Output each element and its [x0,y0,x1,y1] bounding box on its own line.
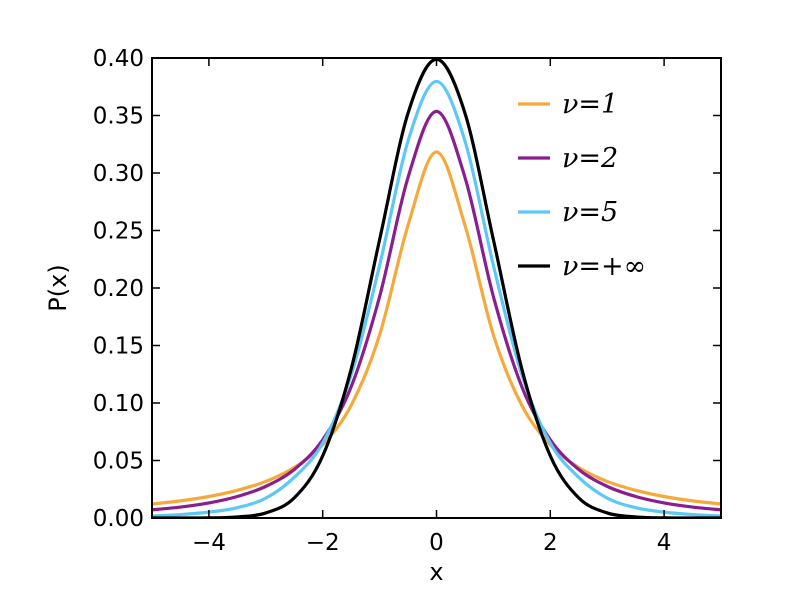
plot-area [152,58,721,518]
x-tick-label: −4 [192,530,226,556]
series-line-3 [152,79,721,518]
plot-background [152,58,721,518]
x-tick-label: −2 [306,530,340,556]
y-tick-label: 0.15 [93,334,144,360]
y-tick-label: 0.20 [93,276,144,302]
y-tick-label: 0.40 [93,46,144,72]
series-line-2 [152,109,721,512]
legend: ν=1 ν=2 ν=5 ν=+∞ [518,89,646,282]
x-tick-label: 0 [429,530,444,556]
legend-label-1: ν=1 [562,89,618,120]
x-tick-label: 2 [543,530,558,556]
y-tick-label: 0.35 [93,104,144,130]
y-tick-label: 0.10 [93,391,144,417]
x-tick-label: 4 [657,530,672,556]
y-axis-label: P(x) [44,264,72,311]
legend-label-2: ν=2 [562,143,618,174]
y-tick-label: 0.25 [93,219,144,245]
legend-label-3: ν=5 [562,197,618,228]
ticks: −4 −2 0 2 4 0.00 0.05 0.10 0.15 0.20 0.25 0.30 0.35 0… [93,46,721,556]
x-axis-label: x [429,558,443,586]
y-tick-label: 0.30 [93,161,144,187]
legend-label-4: ν=+∞ [562,251,646,282]
y-tick-label: 0.00 [93,506,144,532]
series-line-1 [152,150,721,506]
y-tick-label: 0.05 [93,449,144,475]
